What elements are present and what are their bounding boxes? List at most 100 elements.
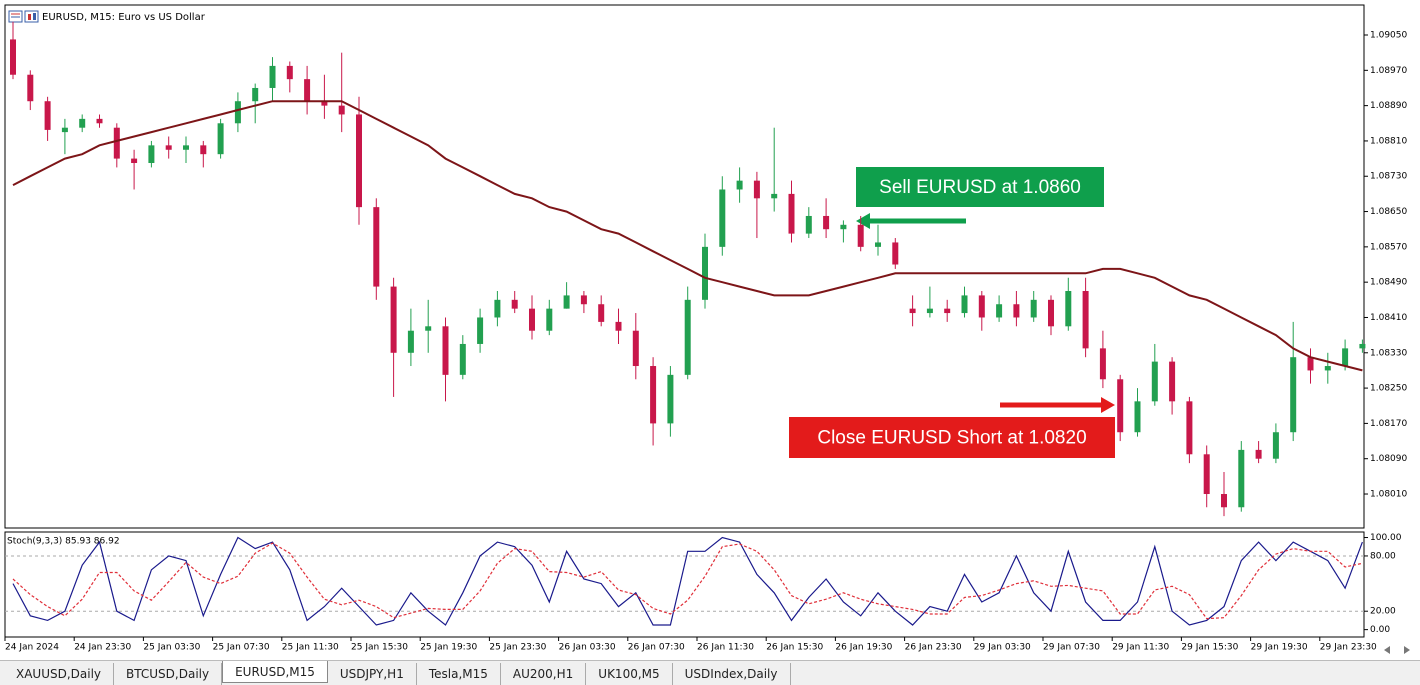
tab[interactable]: EURUSD,M15 <box>222 661 328 683</box>
scroll-left[interactable] <box>1384 646 1390 654</box>
candle-body <box>1324 366 1331 371</box>
y-tick-label: 1.08490 <box>1370 278 1407 288</box>
x-tick-label: 29 Jan 07:30 <box>1043 643 1100 653</box>
candle-body <box>113 127 120 159</box>
y-tick-label: 1.08410 <box>1370 313 1407 323</box>
candle-body <box>1359 343 1366 349</box>
annotation-box <box>789 417 1115 458</box>
annotation-text: Close EURUSD Short at 1.0820 <box>817 428 1086 449</box>
candle-body <box>390 286 397 353</box>
candle-body <box>1221 494 1227 508</box>
candle-body <box>632 330 639 367</box>
x-tick-label: 26 Jan 07:30 <box>628 643 685 653</box>
chart-window: EURUSD, M15: Euro vs US Dollar Stoch(9,3… <box>4 4 1410 654</box>
y-tick-label: 100.00 <box>1370 533 1402 543</box>
tab[interactable]: Tesla,M15 <box>417 663 501 685</box>
candle-body <box>165 145 172 150</box>
stoch-line <box>12 536 1363 626</box>
candle-body <box>684 299 691 375</box>
candle-body <box>857 224 864 247</box>
candle-body <box>840 224 847 230</box>
candle-body <box>96 118 103 124</box>
x-tick-label: 29 Jan 15:30 <box>1181 643 1238 653</box>
candle-body <box>805 215 812 234</box>
candle-body <box>1013 304 1020 318</box>
candle-body <box>753 180 760 199</box>
sell-arrow <box>856 213 966 229</box>
indicator-title: Stoch(9,3,3) 85.93 86.92 <box>7 537 120 547</box>
candle-body <box>1290 357 1297 433</box>
y-tick-label: 0.00 <box>1370 625 1390 635</box>
y-tick-label: 1.09050 <box>1370 31 1407 41</box>
candle-body <box>926 308 933 314</box>
x-tick-label: 26 Jan 19:30 <box>835 643 892 653</box>
candle-body <box>1048 299 1054 327</box>
candle-body <box>148 145 155 164</box>
tab[interactable]: XAUUSD,Daily <box>4 663 115 685</box>
x-tick-label: 25 Jan 07:30 <box>213 643 270 653</box>
candle-body <box>1030 299 1037 318</box>
x-tick-label: 24 Jan 2024 <box>5 643 59 653</box>
x-tick-label: 25 Jan 11:30 <box>282 643 339 653</box>
x-tick-label: 24 Jan 23:30 <box>74 643 131 653</box>
candle-body <box>338 105 345 115</box>
x-tick-label: 29 Jan 23:30 <box>1320 643 1377 653</box>
candle-body <box>425 326 432 331</box>
y-tick-label: 1.08010 <box>1370 490 1407 500</box>
tab[interactable]: AU200,H1 <box>501 663 587 685</box>
candle-body <box>944 308 951 314</box>
tab[interactable]: USDIndex,Daily <box>673 663 791 685</box>
y-tick-label: 80.00 <box>1370 551 1396 561</box>
candle-body <box>1272 432 1279 459</box>
tab[interactable]: UK100,M5 <box>586 663 673 685</box>
candle-body <box>217 123 224 155</box>
y-tick-label: 1.08570 <box>1370 242 1407 252</box>
candle-body <box>1151 361 1158 402</box>
candle-body <box>1134 401 1141 433</box>
x-tick-label: 26 Jan 23:30 <box>905 643 962 653</box>
candle-body <box>183 145 189 150</box>
tab-scroll[interactable] <box>1384 646 1410 654</box>
candle-body <box>771 193 778 199</box>
candle-body <box>580 295 587 305</box>
annotation-text: Sell EURUSD at 1.0860 <box>879 177 1081 198</box>
candle-body <box>1342 348 1349 367</box>
candle-body <box>234 101 241 124</box>
candle-body <box>1099 348 1106 380</box>
candle-body <box>459 343 466 375</box>
candle-body <box>1065 290 1072 327</box>
candle-body <box>373 207 380 287</box>
candle-body <box>1307 357 1314 371</box>
candle-body <box>61 127 68 133</box>
x-tick-label: 25 Jan 15:30 <box>351 643 408 653</box>
candle-body <box>321 101 328 106</box>
candle-body <box>1082 290 1089 349</box>
candle-body <box>131 158 138 164</box>
y-tick-label: 1.08170 <box>1370 419 1407 429</box>
candle-body <box>79 118 86 128</box>
tab[interactable]: USDJPY,H1 <box>328 663 417 685</box>
scroll-right[interactable] <box>1404 646 1410 654</box>
stoch-panel <box>4 531 1365 638</box>
candle-body <box>823 215 830 230</box>
candle-body <box>996 304 1003 318</box>
x-tick-label: 25 Jan 23:30 <box>489 643 546 653</box>
candle-body <box>1169 361 1176 402</box>
y-tick-label: 20.00 <box>1370 607 1396 617</box>
candle-body <box>788 193 795 234</box>
icon <box>28 14 31 20</box>
tab[interactable]: BTCUSD,Daily <box>114 663 223 685</box>
candle-body <box>719 189 726 247</box>
x-tick-label: 29 Jan 03:30 <box>974 643 1031 653</box>
x-tick-label: 26 Jan 03:30 <box>559 643 616 653</box>
y-tick-label: 1.08890 <box>1370 101 1407 111</box>
candle-body <box>407 330 414 353</box>
candle-body <box>736 180 743 190</box>
candle-body <box>650 366 657 424</box>
candle-body <box>667 374 674 424</box>
candle-body <box>1117 379 1124 433</box>
candle-body <box>442 326 449 375</box>
candle-body <box>1255 449 1262 459</box>
candle-body <box>1203 454 1210 495</box>
